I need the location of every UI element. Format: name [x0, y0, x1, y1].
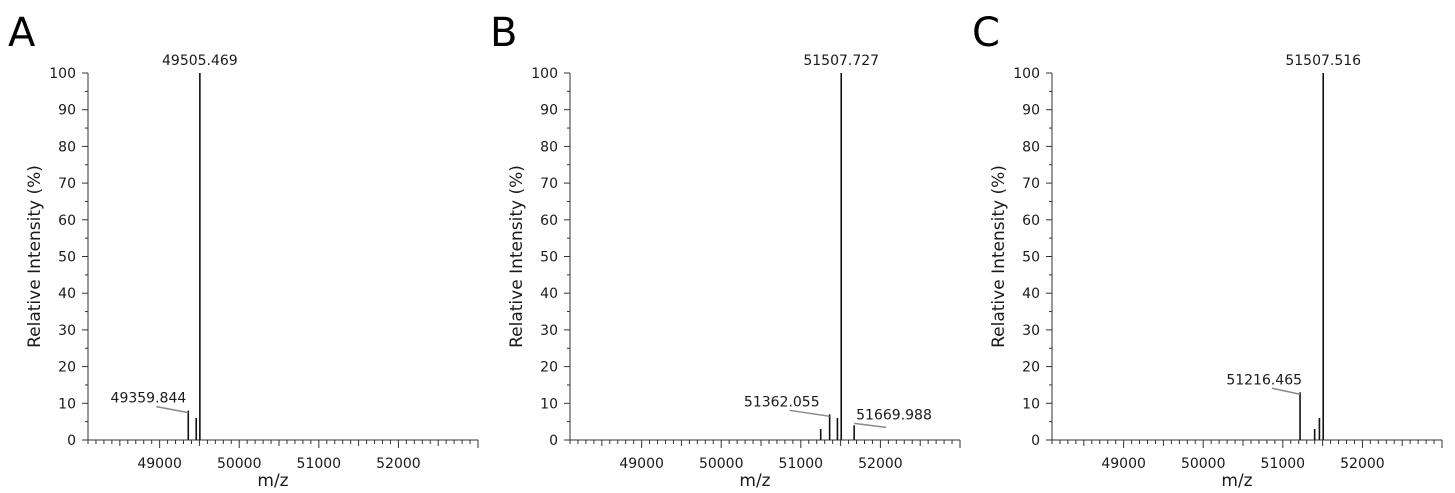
- y-tick-label: 20: [540, 360, 558, 376]
- annotation-leader: [789, 409, 830, 418]
- x-tick-label: 50000: [1181, 456, 1226, 472]
- peak-annotation: 51507.727: [803, 53, 879, 69]
- y-tick-label: 60: [58, 213, 76, 229]
- peak-annotation: 51507.516: [1285, 53, 1361, 69]
- peak-annotation: 51669.988: [856, 407, 932, 423]
- y-tick-label: 0: [549, 433, 558, 449]
- panel-label: B: [490, 10, 517, 56]
- y-tick-label: 30: [58, 323, 76, 339]
- x-tick-label: 49000: [619, 456, 664, 472]
- y-tick-label: 40: [1022, 286, 1040, 302]
- x-axis-title: m/z: [739, 471, 770, 489]
- y-tick-label: 90: [1022, 103, 1040, 119]
- y-tick-label: 50: [540, 250, 558, 266]
- y-tick-label: 10: [540, 396, 558, 412]
- y-tick-label: 60: [1022, 213, 1040, 229]
- y-axis-title: Relative Intensity (%): [507, 165, 527, 348]
- x-tick-label: 51000: [1261, 456, 1306, 472]
- spectrum-panel-c: C 0 10 20 30 40 50 60 70 80 90 100 49000 50000 51000 52…: [972, 10, 1443, 491]
- annotation-leader: [1271, 387, 1301, 396]
- y-tick-label: 10: [1022, 396, 1040, 412]
- peak-annotation: 49359.844: [111, 391, 187, 407]
- spectrum-panel-b: B 0 10 20 30 40 50 60 70 80 90 100 49000 50000 51000 52…: [490, 10, 961, 491]
- y-tick-label: 70: [1022, 176, 1040, 192]
- y-tick-label: 0: [67, 433, 76, 449]
- y-tick-label: 30: [1022, 323, 1040, 339]
- x-tick-label: 51000: [779, 456, 824, 472]
- y-tick-label: 80: [58, 139, 76, 155]
- y-tick-label: 90: [58, 103, 76, 119]
- y-tick-label: 50: [1022, 250, 1040, 266]
- x-axis-title: m/z: [1221, 471, 1252, 489]
- x-tick-label: 51000: [297, 456, 342, 472]
- y-tick-label: 40: [540, 286, 558, 302]
- x-axis-title: m/z: [257, 471, 288, 489]
- y-tick-label: 50: [58, 250, 76, 266]
- x-tick-label: 52000: [1340, 456, 1385, 472]
- x-tick-label: 50000: [699, 456, 744, 472]
- y-tick-label: 40: [58, 286, 76, 302]
- y-tick-label: 20: [58, 360, 76, 376]
- y-tick-label: 100: [1013, 66, 1040, 82]
- spectrum-panel-a: A 0 10 20 30 40 50 60 70 80 90 100 49000 50000 51000 52…: [8, 10, 479, 491]
- x-tick-label: 52000: [376, 456, 421, 472]
- y-tick-label: 100: [531, 66, 558, 82]
- x-tick-label: 49000: [1101, 456, 1146, 472]
- y-axis-title: Relative Intensity (%): [25, 165, 45, 348]
- peak-annotation: 51362.055: [744, 394, 820, 410]
- y-tick-label: 70: [540, 176, 558, 192]
- y-tick-label: 30: [540, 323, 558, 339]
- y-tick-label: 60: [540, 213, 558, 229]
- x-tick-label: 50000: [217, 456, 262, 472]
- peak-annotation: 51216.465: [1226, 372, 1302, 388]
- y-tick-label: 10: [58, 396, 76, 412]
- y-tick-label: 90: [540, 103, 558, 119]
- y-tick-label: 0: [1031, 433, 1040, 449]
- panel-label: C: [972, 10, 1000, 56]
- peak-annotation: 49505.469: [162, 53, 238, 69]
- y-tick-label: 20: [1022, 360, 1040, 376]
- annotation-leader: [854, 422, 887, 429]
- annotation-leader: [156, 405, 189, 414]
- y-tick-label: 80: [540, 139, 558, 155]
- x-tick-label: 49000: [137, 456, 182, 472]
- y-tick-label: 70: [58, 176, 76, 192]
- y-tick-label: 80: [1022, 139, 1040, 155]
- panel-label: A: [8, 10, 36, 56]
- y-axis-title: Relative Intensity (%): [989, 165, 1009, 348]
- x-tick-label: 52000: [858, 456, 903, 472]
- y-tick-label: 100: [49, 66, 76, 82]
